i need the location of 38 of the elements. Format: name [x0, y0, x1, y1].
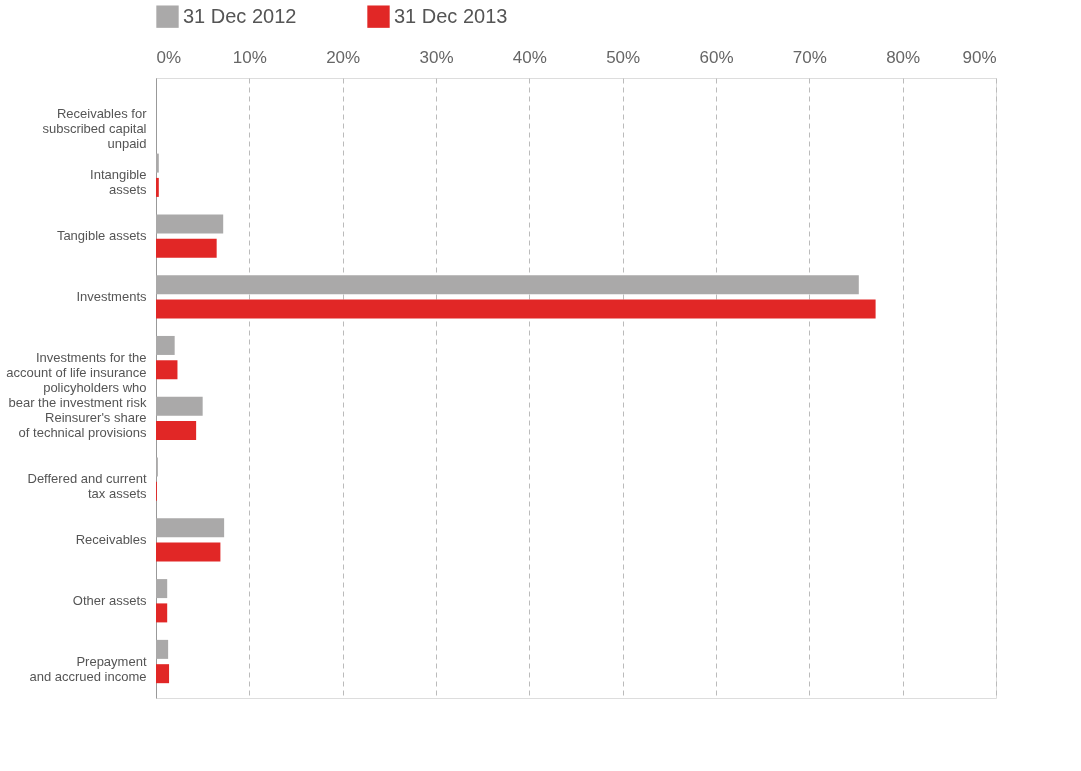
y-tick-label: Receivables for subscribed capital unpaid — [42, 106, 148, 152]
bar — [156, 275, 859, 295]
y-tick-label: Receivables — [75, 531, 147, 547]
bar — [156, 238, 217, 258]
bar — [156, 360, 178, 380]
x-tick-label: 90% — [962, 47, 997, 67]
x-tick-label: 40% — [512, 47, 547, 67]
y-tick-label: Prepayment and accrued income — [29, 653, 147, 684]
bar — [156, 421, 197, 441]
bar — [156, 299, 876, 319]
legend-label: 31 Dec 2012 — [183, 4, 297, 27]
x-tick-label: 10% — [232, 47, 267, 67]
legend-label: 31 Dec 2013 — [394, 4, 508, 27]
bar — [156, 579, 168, 599]
y-tick-label: Intangible assets — [90, 167, 147, 198]
y-tick-label: Reinsurer's share of technical provisions — [18, 410, 147, 441]
y-tick-label: Investments — [76, 288, 147, 304]
bar — [156, 639, 169, 659]
bar — [156, 177, 159, 197]
bar — [156, 518, 225, 538]
bar — [156, 153, 159, 173]
y-tick-label: Other assets — [72, 592, 147, 608]
x-tick-label: 30% — [419, 47, 454, 67]
bar — [156, 542, 221, 562]
x-tick-label: 80% — [886, 47, 921, 67]
x-tick-label: 0% — [156, 47, 182, 67]
bar — [156, 664, 170, 684]
x-tick-label: 20% — [326, 47, 361, 67]
y-tick-label: Investments for the account of life insurance policyholders who bear the investment risk — [6, 349, 147, 410]
x-tick-label: 50% — [606, 47, 641, 67]
bar — [156, 335, 175, 355]
x-tick-label: 70% — [792, 47, 827, 67]
bar — [156, 214, 224, 234]
x-tick-label: 60% — [699, 47, 734, 67]
bar — [156, 603, 168, 623]
bar — [156, 396, 203, 416]
y-tick-label: Tangible assets — [56, 228, 147, 244]
y-tick-label: Deffered and current tax assets — [27, 471, 147, 502]
